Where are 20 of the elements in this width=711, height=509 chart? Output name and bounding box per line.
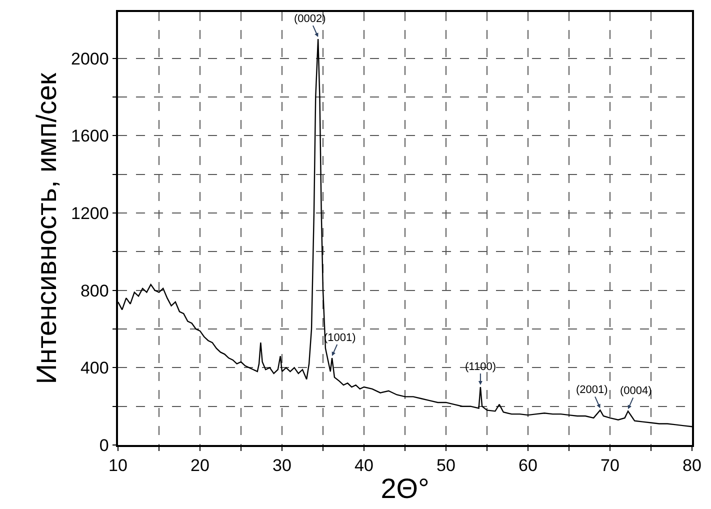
y-tick-label: 800 (80, 281, 109, 300)
annotation: (2001) (576, 384, 608, 396)
annotation: (0002) (294, 13, 326, 25)
x-tick-label: 40 (354, 456, 374, 476)
y-tick-label: 0 (99, 436, 109, 455)
y-tick-label: 400 (80, 358, 109, 378)
y-tick-label: 2000 (71, 49, 109, 68)
x-tick-label: 30 (272, 456, 292, 476)
x-axis-title: 2Θ° (380, 472, 430, 504)
x-tick-label: 80 (682, 456, 702, 476)
y-tick-label: 1600 (71, 126, 109, 146)
x-tick-label: 70 (600, 456, 620, 476)
x-tick-label: 10 (108, 456, 128, 476)
x-tick-label: 50 (436, 456, 456, 476)
annotation: (1100) (465, 361, 496, 373)
y-tick-label: 1200 (71, 204, 109, 223)
x-tick-label: 20 (190, 456, 210, 476)
y-axis-title: Интенсивность, имп/сек (31, 72, 62, 384)
annotation: (0004) (620, 385, 652, 397)
x-tick-label: 60 (518, 456, 538, 476)
